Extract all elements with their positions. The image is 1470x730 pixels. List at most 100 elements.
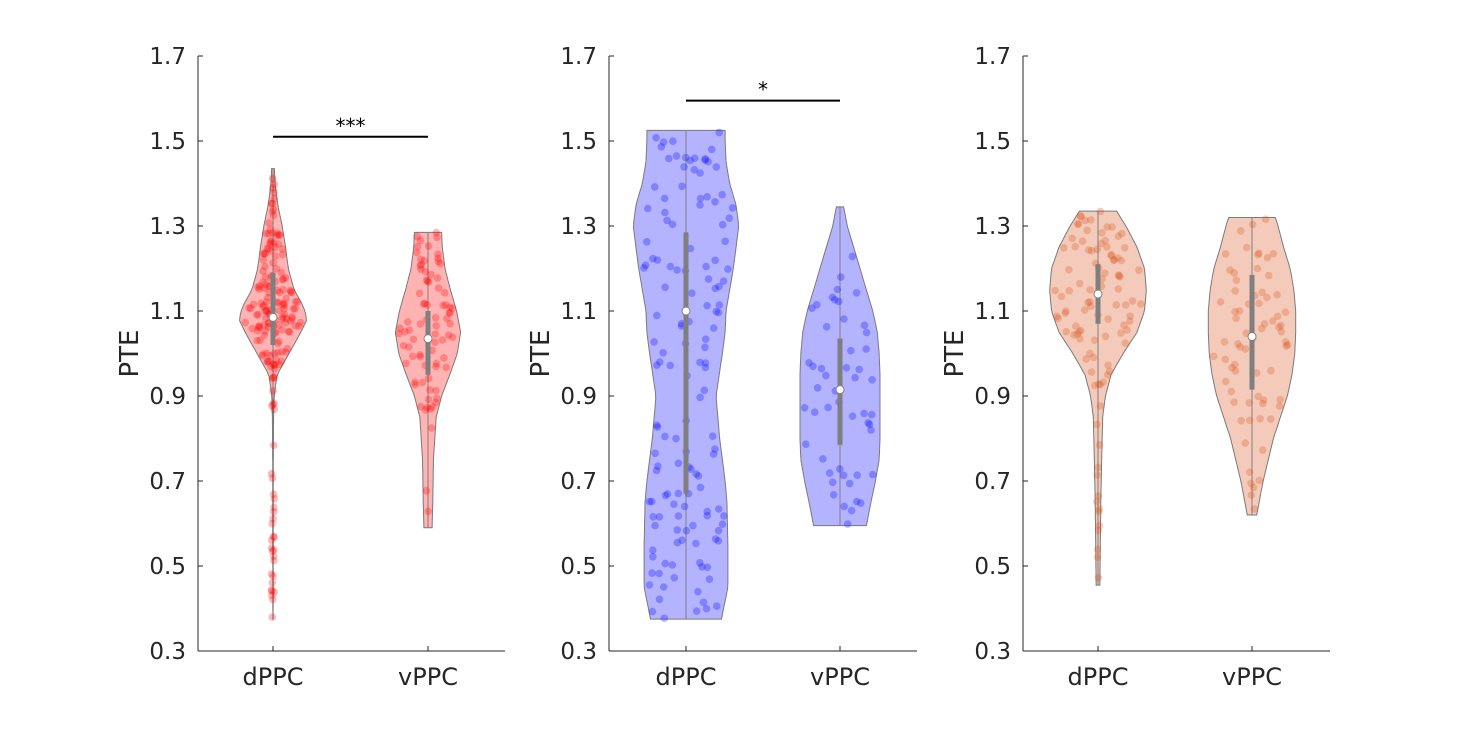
data-point (432, 359, 441, 368)
y-tick-label: 0.5 (560, 554, 597, 580)
data-point (262, 314, 270, 322)
data-point (421, 406, 430, 414)
data-point (1250, 505, 1259, 513)
median-marker (835, 385, 845, 395)
data-point (701, 359, 710, 367)
data-point (867, 410, 876, 419)
data-point (725, 214, 734, 222)
data-point (266, 225, 275, 234)
data-point (427, 270, 435, 279)
data-point (446, 303, 454, 312)
data-point (291, 321, 300, 330)
data-point (661, 491, 670, 500)
data-point (705, 575, 714, 583)
data-point (1249, 483, 1258, 492)
data-point (266, 352, 275, 360)
data-point (280, 305, 289, 313)
data-point (1094, 574, 1103, 582)
data-point (270, 365, 279, 373)
data-point (262, 229, 270, 238)
data-point (440, 354, 448, 362)
data-point (701, 155, 710, 163)
y-tick-label: 1.1 (974, 299, 1011, 325)
data-point (868, 470, 877, 479)
data-point (259, 267, 267, 276)
data-point (1076, 279, 1084, 288)
data-point (822, 371, 830, 380)
data-point (436, 259, 445, 268)
data-point (673, 266, 681, 274)
data-point (700, 386, 709, 395)
data-point (420, 300, 428, 308)
x-tick-label: vPPC (1222, 663, 1282, 691)
data-point (718, 520, 727, 528)
data-point (278, 348, 286, 356)
data-point (1114, 285, 1123, 293)
data-point (1077, 212, 1085, 221)
data-point (1094, 507, 1103, 516)
data-point (423, 276, 431, 285)
significance-label: * (758, 78, 768, 102)
data-point (255, 282, 264, 290)
data-point (1093, 471, 1101, 479)
data-point (715, 128, 723, 137)
data-point (1245, 399, 1253, 407)
data-point (289, 304, 298, 313)
data-point (661, 559, 669, 568)
data-point (1075, 328, 1083, 336)
data-point (279, 275, 287, 283)
data-point (271, 252, 280, 260)
data-point (663, 216, 671, 225)
data-point (670, 574, 679, 582)
data-point (249, 300, 258, 309)
data-point (428, 403, 437, 411)
data-point (860, 321, 869, 330)
data-point (286, 286, 295, 295)
data-point (1276, 395, 1284, 404)
data-point (441, 301, 450, 309)
data-point (1241, 345, 1250, 353)
data-point (268, 474, 277, 483)
y-tick-label: 1.3 (974, 214, 1011, 240)
data-point (1061, 309, 1070, 318)
data-point (641, 261, 650, 270)
data-point (246, 304, 255, 313)
data-point (650, 338, 658, 346)
data-point (843, 520, 852, 528)
data-point (260, 284, 269, 293)
data-point (714, 505, 723, 513)
data-point (663, 490, 672, 498)
y-tick-label: 1.7 (560, 44, 597, 70)
data-point (245, 304, 253, 312)
data-point (1101, 269, 1109, 278)
data-point (840, 315, 848, 323)
data-point (1256, 415, 1264, 423)
data-point (1230, 269, 1239, 277)
data-point (1259, 396, 1268, 404)
data-point (1128, 297, 1137, 305)
data-point (255, 322, 263, 330)
data-point (275, 337, 283, 346)
data-point (1231, 307, 1239, 316)
data-point (1104, 315, 1112, 323)
data-point (696, 393, 704, 402)
data-point (1114, 254, 1122, 262)
data-point (269, 400, 277, 409)
data-point (1277, 321, 1285, 330)
data-point (864, 419, 872, 427)
data-point (296, 318, 305, 327)
data-point (649, 553, 657, 561)
data-point (1123, 326, 1131, 334)
data-point (1084, 298, 1092, 307)
data-point (409, 335, 418, 344)
data-point (1051, 286, 1059, 295)
data-point (1260, 320, 1269, 328)
data-point (1076, 212, 1085, 220)
data-point (1081, 306, 1089, 314)
violin-vPPC (394, 228, 462, 529)
data-point (432, 228, 441, 237)
data-point (704, 157, 712, 166)
data-point (270, 503, 278, 512)
data-point (268, 547, 277, 555)
data-point (712, 163, 721, 171)
